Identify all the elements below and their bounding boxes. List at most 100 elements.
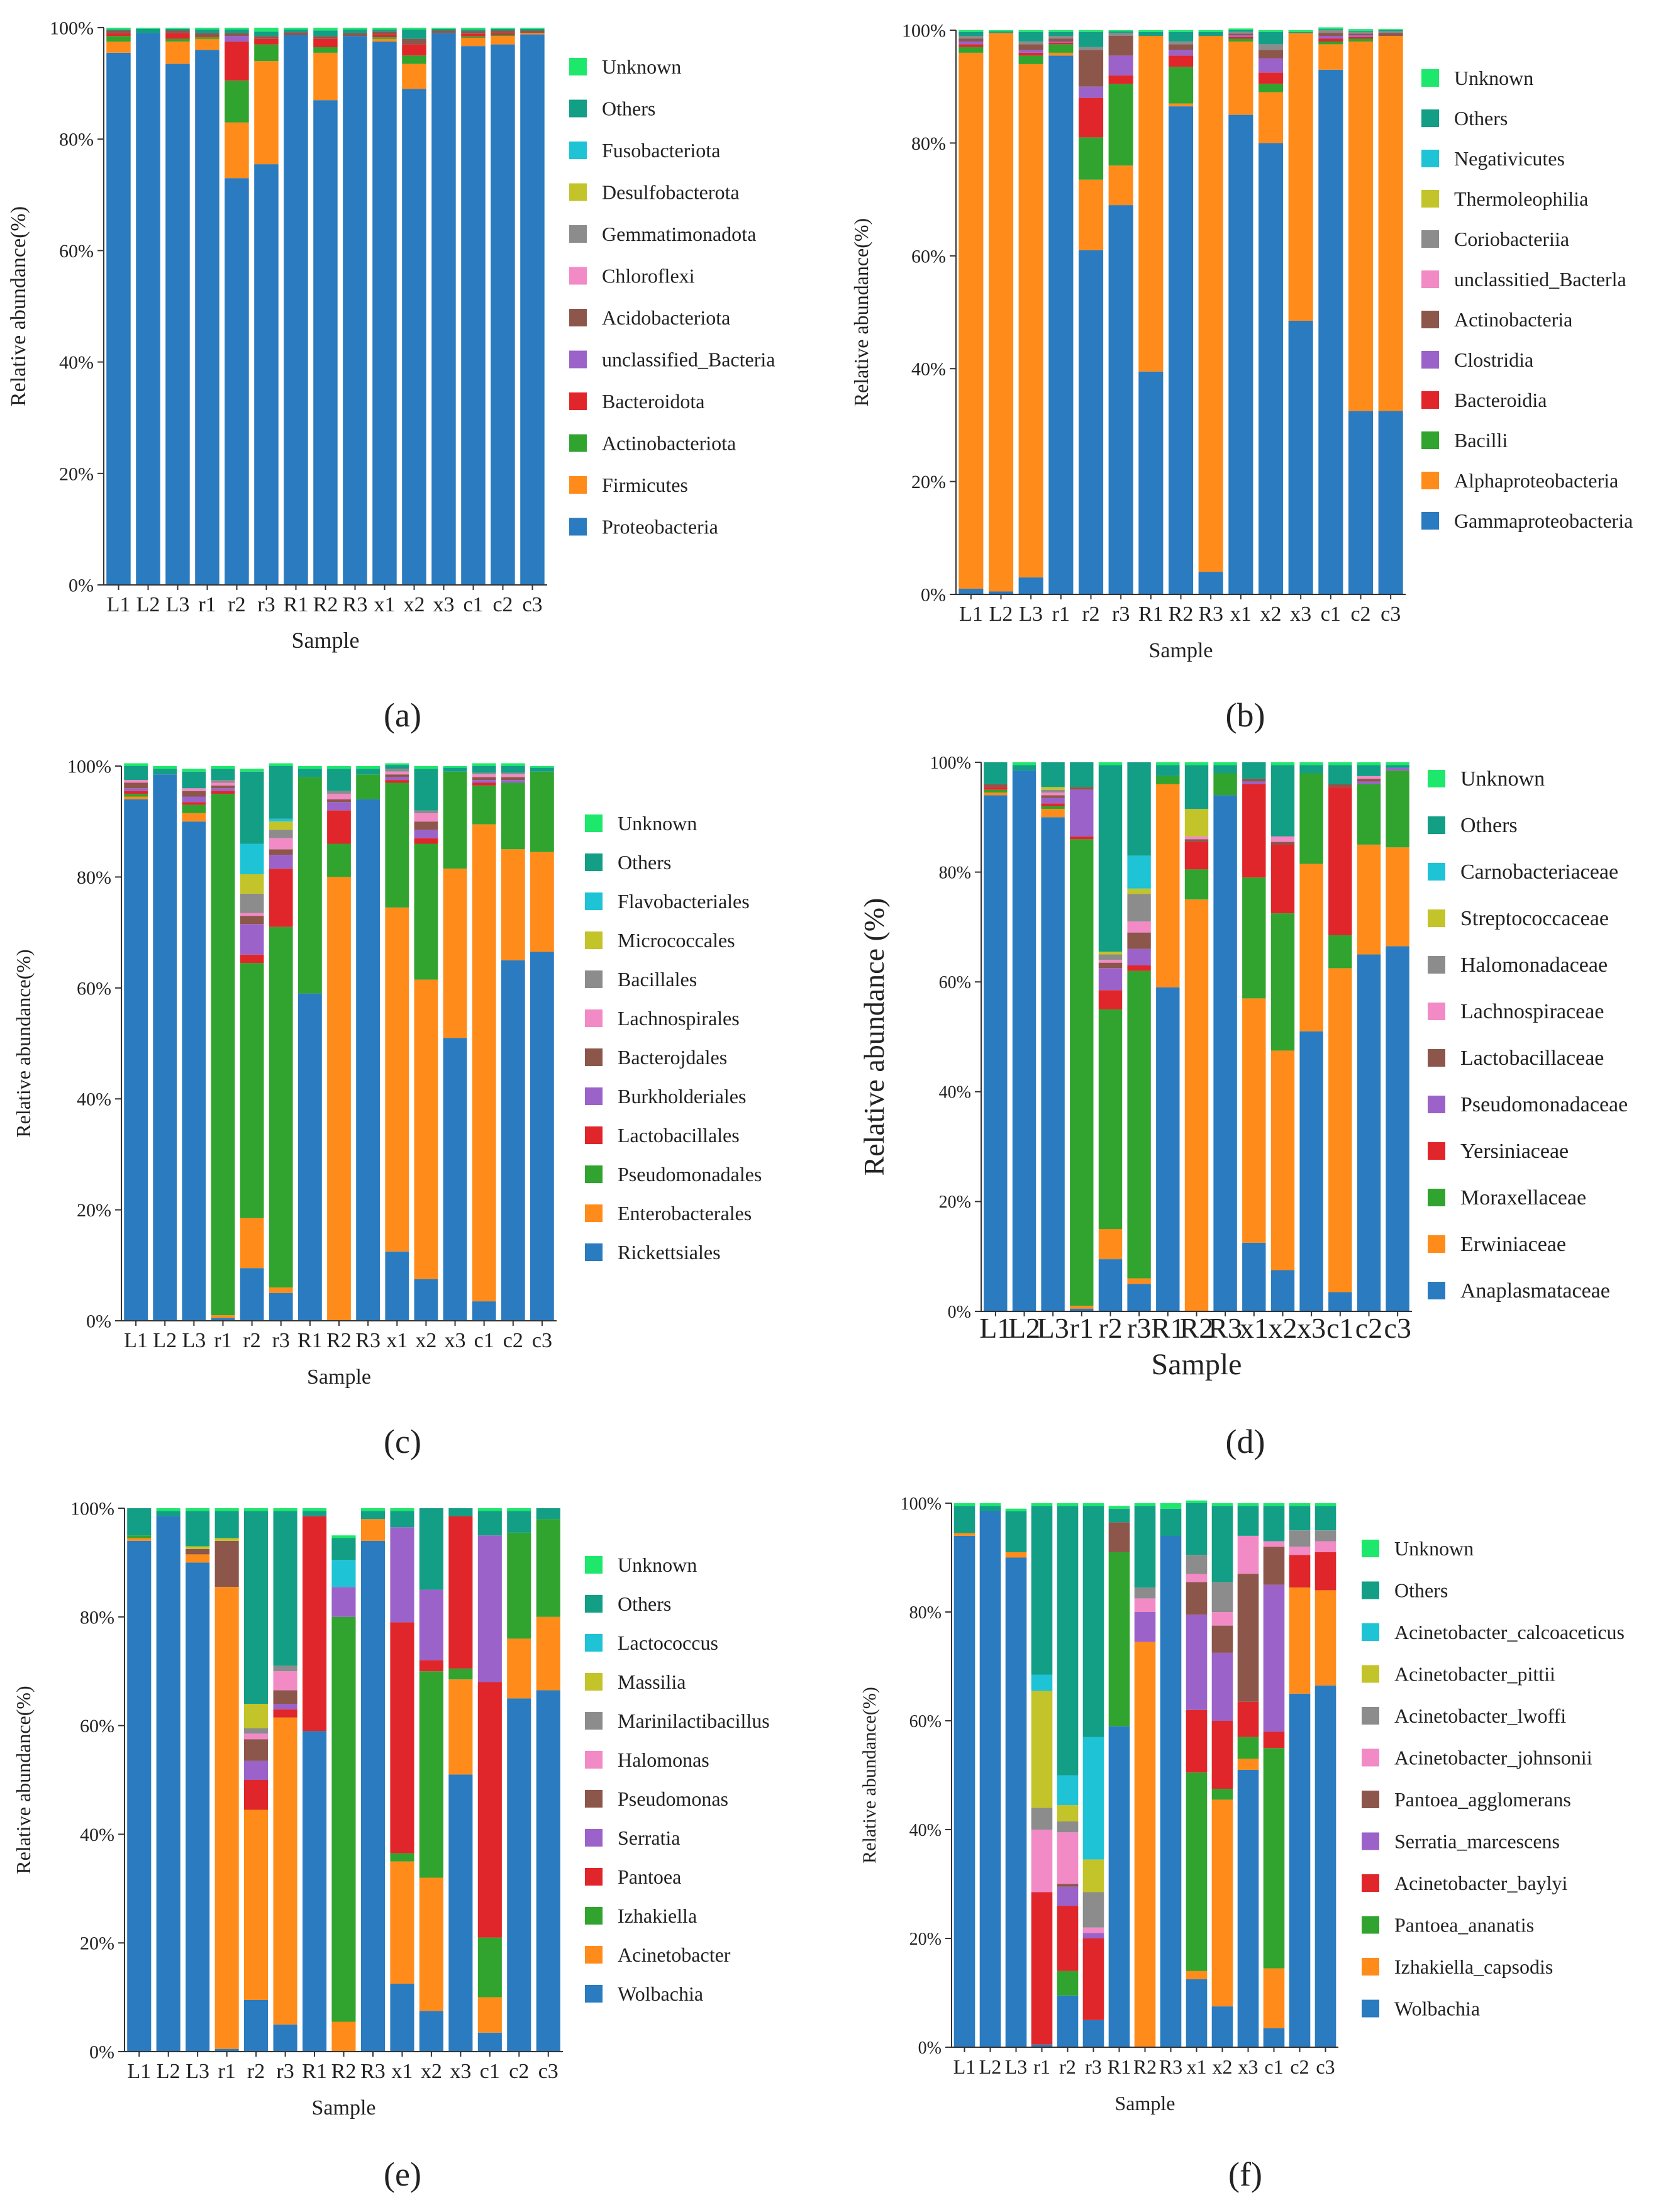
bar-segment-e-r2-Pseudomonas <box>244 1739 269 1761</box>
legend-label: Gemmatimonadota <box>602 223 756 245</box>
bar-segment-c-R1-Pseudomonadales <box>298 777 322 994</box>
x-tick-label: R1 <box>284 593 309 616</box>
bar-segment-e-r1-Pseudomonas <box>214 1540 239 1587</box>
bar-segment-c-x3-Unknown <box>443 766 467 768</box>
legend-label: Acinetobacter_baylyi <box>1394 1872 1568 1894</box>
y-axis-label: Relative abundance(%) <box>850 218 872 406</box>
bar-segment-c-c1-Rickettsiales <box>472 1301 496 1321</box>
bar-segment-e-r3-Acinetobacter <box>273 1717 297 2025</box>
bar-segment-a-R3-Others <box>343 29 367 33</box>
chart-panel-e: 0% 20% 40% 60% 80% 100% L1 L2 L3 r1 r2 r3 R1 R2 R3 x1 x2… <box>12 1499 770 2194</box>
bar-segment-e-R1-Others <box>303 1511 327 1516</box>
bar-segment-b-x1-Alphaproteobacteria <box>1228 41 1253 115</box>
bar-segment-b-R2-Bacteroidia <box>1169 55 1194 67</box>
bar-segment-f-c3-Wolbachia <box>1314 1685 1336 2047</box>
bar-segment-a-c2-Proteobacteria <box>491 44 515 586</box>
bar-segment-a-r2-Firmicutes <box>225 122 249 179</box>
bar-segment-d-x2-Unknown <box>1270 762 1295 765</box>
bar-segment-d-L3-Anaplasmataceae <box>1041 817 1065 1311</box>
legend-label: Wolbachia <box>1394 1998 1480 2020</box>
bar-segment-c-r3-Unknown <box>269 763 293 766</box>
bar-segment-c-x1-Bacterojdales <box>385 774 409 777</box>
y-tick-label: 40% <box>77 1089 111 1110</box>
bar-segment-f-x1-Serratia_marcescens <box>1186 1615 1208 1710</box>
bar-segment-b-R1-Others <box>1138 31 1164 36</box>
bar-segment-f-x1-Pantoea_ananatis <box>1186 1772 1208 1971</box>
bar-segment-e-L2-Unknown <box>156 1508 181 1511</box>
bar-segment-c-x3-Rickettsiales <box>443 1038 467 1321</box>
legend-swatch-Lactococcus <box>585 1634 603 1652</box>
bar-segment-d-L3-Streptococcaceae <box>1041 787 1065 790</box>
legend-swatch-Wolbachia <box>1362 1999 1379 2018</box>
legend-swatch-Marinilactibacillus <box>585 1712 603 1730</box>
bar-segment-a-r2-Acidobacteriota <box>225 33 249 36</box>
bar-segment-a-r1-Firmicutes <box>195 38 220 50</box>
bar-segment-c-c1-Bacterojdales <box>472 777 496 780</box>
bar-segment-d-L1-Lactobacillaceae <box>984 784 1008 787</box>
x-tick-label: x2 <box>1269 1312 1298 1344</box>
bar-segment-c-r1-Bacillales <box>211 780 235 783</box>
bar-segment-e-r1-Unknown <box>214 1508 239 1511</box>
legend-label: Acinetobacter_pittii <box>1394 1663 1555 1686</box>
y-tick-label: 40% <box>911 359 946 380</box>
legend-label: Enterobacterales <box>618 1202 752 1225</box>
bar-segment-f-x3-Pantoea_ananatis <box>1237 1737 1259 1759</box>
bar-segment-a-R1-Proteobacteria <box>284 35 308 585</box>
bar-segment-b-R1-Alphaproteobacteria <box>1138 36 1164 372</box>
y-tick-label: 60% <box>909 1712 942 1731</box>
bar-segment-b-x1-Bacteroidia <box>1228 36 1253 39</box>
bar-segment-f-R1-Unknown <box>1108 1506 1130 1509</box>
legend-swatch-Acidobacteriota <box>569 309 587 326</box>
y-tick-label: 100% <box>67 757 111 777</box>
bar-segment-b-x1-Others <box>1228 30 1253 32</box>
bar-segment-e-x1-Wolbachia <box>390 1984 414 2052</box>
legend-swatch-Serratia <box>585 1829 603 1847</box>
bar-segment-f-L1-Unknown <box>953 1503 975 1506</box>
x-tick-label: c2 <box>503 1329 523 1352</box>
x-tick-label: x3 <box>1290 603 1311 626</box>
y-tick-label: 80% <box>909 1603 942 1623</box>
legend-label: Negativicutes <box>1454 147 1565 170</box>
legend-swatch-Unknown <box>1428 770 1445 787</box>
x-tick-label: r1 <box>214 1329 231 1352</box>
legend-swatch-Pantoea_ananatis <box>1362 1916 1379 1934</box>
bar-segment-f-x2-Others <box>1211 1506 1233 1582</box>
bar-segment-b-c3-Actinobacteria <box>1378 33 1403 36</box>
x-tick-label: R2 <box>1180 1312 1214 1344</box>
bar-segment-e-L3-Wolbachia <box>186 1562 210 2052</box>
bar-segment-a-x2-Others <box>402 29 426 39</box>
panel-caption: (e) <box>384 2155 421 2193</box>
legend-swatch-Izhakiella_capsodis <box>1362 1958 1379 1976</box>
bar-segment-f-c1-Others <box>1263 1506 1285 1542</box>
bar-segment-f-x2-Wolbachia <box>1211 2006 1233 2047</box>
bar-segment-a-x1-Firmicutes <box>372 38 397 42</box>
bar-segment-a-r3-Unknown <box>254 28 279 32</box>
bar-segment-b-L3-Coriobacteriia <box>1018 41 1043 45</box>
bar-segment-d-c3-Erwiniaceae <box>1386 847 1409 947</box>
bar-segment-d-r3-Streptococcaceae <box>1127 888 1151 894</box>
bar-segment-a-L3-Bacteroidota <box>165 33 190 39</box>
bar-segment-d-L1-Anaplasmataceae <box>984 795 1008 1311</box>
bar-segment-e-R3-Acinetobacter <box>360 1519 385 1541</box>
bar-segment-a-R2-Firmicutes <box>313 52 338 101</box>
bar-segment-b-L1-Actinobacteria <box>959 38 984 42</box>
bar-segment-b-c3-Unknown <box>1378 29 1403 30</box>
x-tick-label: c1 <box>463 593 483 616</box>
bar-segment-d-x1-Others <box>1242 762 1266 779</box>
bar-segment-c-r3-Bacillales <box>269 830 293 838</box>
bar-segment-b-c1-Unknown <box>1318 27 1343 30</box>
bar-segment-d-x1-Yersiniaceae <box>1242 784 1266 878</box>
bar-segment-d-x2-Anaplasmataceae <box>1270 1270 1295 1311</box>
bar-segment-d-R2-Streptococcaceae <box>1184 809 1209 836</box>
bar-segment-b-x1-Bacilli <box>1228 38 1253 42</box>
legend-swatch-Actinobacteria <box>1421 311 1439 328</box>
bar-segment-b-r1-Coriobacteriia <box>1048 36 1074 39</box>
legend-label: Acidobacteriota <box>602 306 730 329</box>
bar-segment-e-r3-Unknown <box>273 1508 297 1511</box>
bar-segment-b-c2-Alphaproteobacteria <box>1348 41 1374 411</box>
y-tick-label: 0% <box>86 1311 111 1332</box>
y-axis-label: Relative abundance(%) <box>7 206 30 406</box>
bar-segment-c-L1-Burkholderiales <box>124 788 148 791</box>
panel-caption: (c) <box>384 1423 421 1460</box>
